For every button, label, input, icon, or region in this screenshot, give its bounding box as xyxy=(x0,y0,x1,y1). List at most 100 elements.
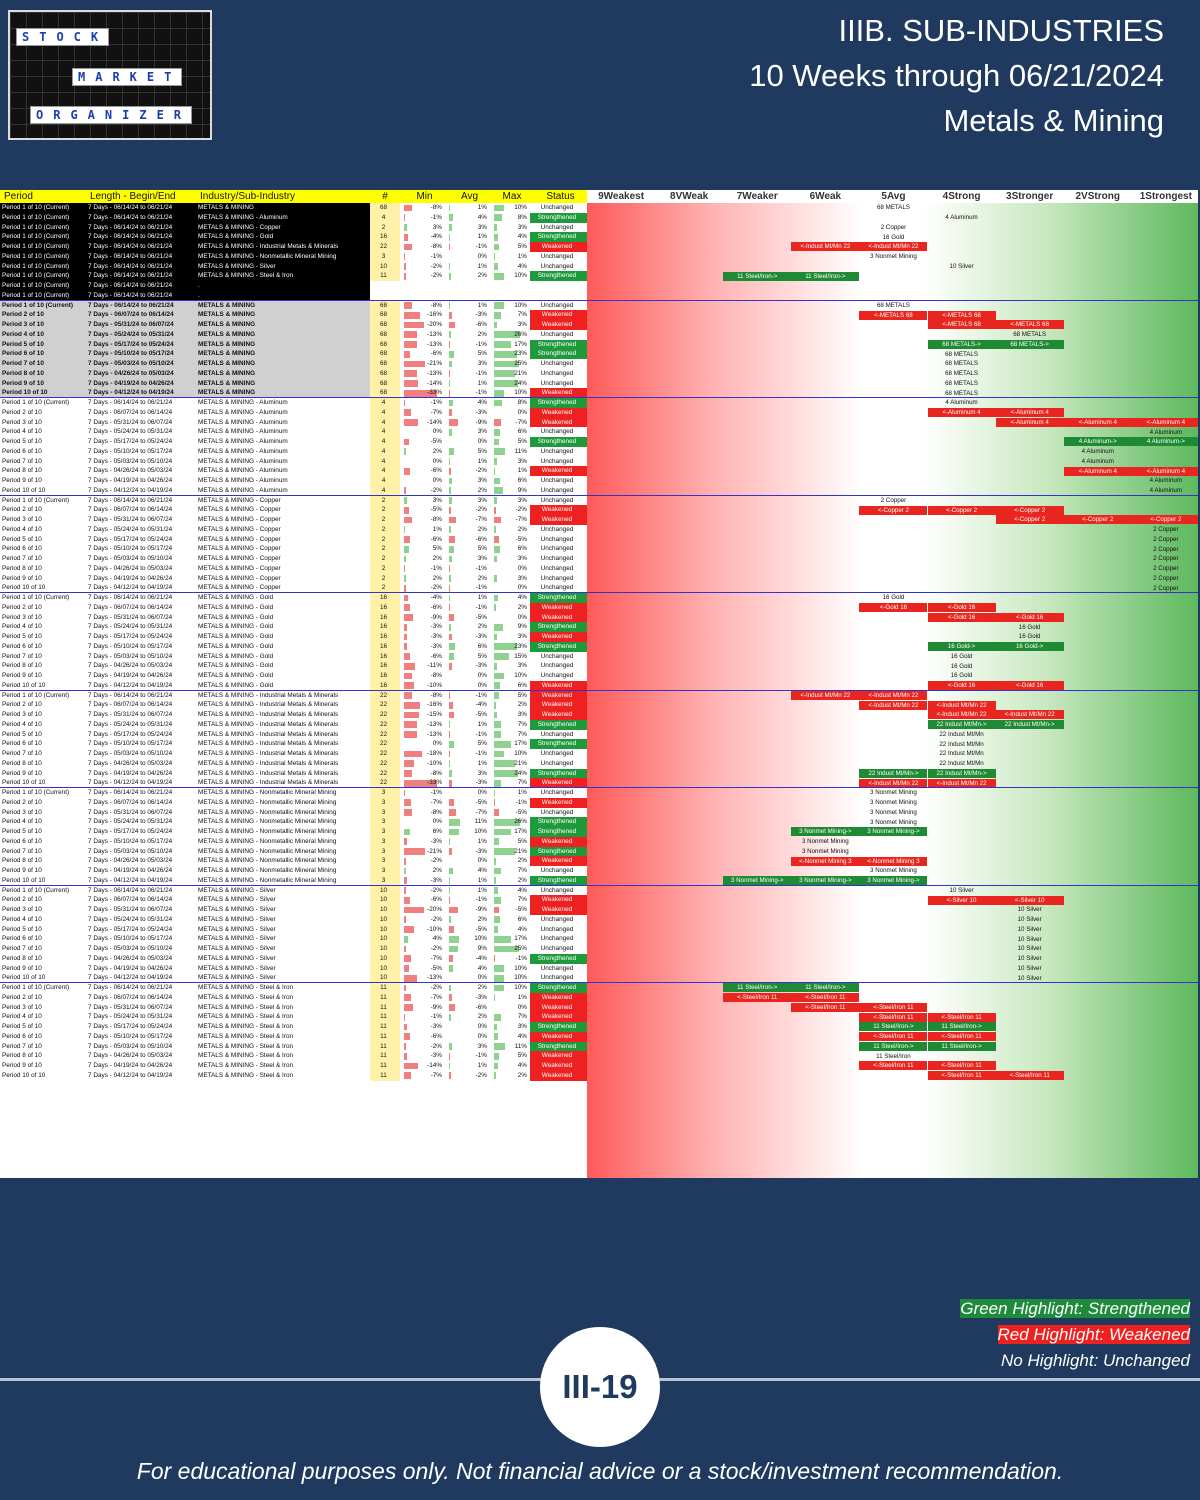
table-cell: 16 xyxy=(379,613,388,621)
rank-label: 3 Nonmet Mining xyxy=(870,818,917,826)
table-cell: 5% xyxy=(517,1052,527,1060)
row-shade xyxy=(0,349,370,359)
table-cell: -1% xyxy=(475,243,487,250)
table-cell: METALS & MINING - Aluminum xyxy=(198,399,288,406)
table-cell: 7% xyxy=(517,311,527,319)
table-cell: 1% xyxy=(477,876,487,884)
value-bar xyxy=(404,916,406,923)
table-cell: 3 xyxy=(381,867,386,874)
value-bar xyxy=(494,848,515,855)
table-cell: METALS & MINING - Steel & Iron xyxy=(198,1071,294,1079)
table-cell: 5% xyxy=(517,691,527,699)
value-bar xyxy=(494,341,511,348)
table-cell: -1% xyxy=(475,369,487,377)
table-cell: 7 Days - 05/10/24 to 05/17/24 xyxy=(88,350,174,358)
value-bar xyxy=(494,653,509,660)
table-cell: Weakened xyxy=(541,633,573,640)
table-cell: Weakened xyxy=(541,701,573,709)
count-shade xyxy=(370,846,400,857)
legend-item: Red Highlight: Weakened xyxy=(960,1322,1190,1348)
rank-label: 68 METALS xyxy=(1013,331,1047,339)
table-cell: 7 Days - 05/10/24 to 05/17/24 xyxy=(88,935,173,943)
rank-label: 68 METALS xyxy=(945,370,978,378)
rank-label: <-Indust Mt/Mn 22 xyxy=(859,700,928,710)
value-bar xyxy=(404,516,412,524)
table-cell: Period 1 of 10 (Current) xyxy=(2,291,70,299)
value-bar xyxy=(494,1013,501,1021)
table-cell: -16% xyxy=(427,311,442,319)
table-cell: METALS & MINING - Copper xyxy=(198,525,281,533)
page-number: III-19 xyxy=(540,1327,660,1447)
rank-label: 22 Indust Mt/Mn-> xyxy=(859,768,928,778)
table-cell: -7% xyxy=(515,516,527,523)
status-shade xyxy=(530,320,587,330)
table-cell: 1% xyxy=(477,301,487,309)
table-cell: 11 xyxy=(380,993,387,1001)
value-bar xyxy=(494,984,504,992)
table-cell: Strengthened xyxy=(537,594,577,601)
rank-label: 3 Nonmet Mining xyxy=(870,253,917,261)
status-shade xyxy=(530,817,587,827)
count-shade xyxy=(370,827,400,837)
count-shade xyxy=(370,485,400,496)
table-cell: 4% xyxy=(477,964,487,972)
value-bar xyxy=(449,448,454,455)
status-shade xyxy=(530,1070,587,1081)
value-bar xyxy=(404,243,412,251)
table-cell: 7 Days - 05/31/24 to 06/07/24 xyxy=(88,321,174,328)
table-cell: -1% xyxy=(475,750,487,757)
rank-label: <-Copper 2 xyxy=(927,505,996,515)
table-cell: -6% xyxy=(430,1032,442,1040)
table-cell: -13% xyxy=(427,974,442,982)
rank-label: 10 Silver xyxy=(1017,925,1042,933)
value-bar xyxy=(404,984,406,992)
table-cell: Period 8 of 10 xyxy=(2,954,42,962)
table-cell: 7 Days - 05/03/24 to 05/10/24 xyxy=(88,652,173,660)
table-cell: 4 xyxy=(381,447,386,455)
table-cell: 3% xyxy=(477,496,487,504)
value-bar xyxy=(404,896,410,904)
table-cell: -8% xyxy=(430,301,442,309)
table-cell: METALS & MINING - Nonmetallic Mineral Mi… xyxy=(198,857,337,865)
column-header: 4Strong xyxy=(942,191,981,202)
value-bar xyxy=(449,331,451,338)
value-bar xyxy=(494,974,504,982)
table-cell: 0% xyxy=(517,584,527,592)
value-bar xyxy=(404,331,417,338)
table-cell: 7 Days - 05/17/24 to 05/24/24 xyxy=(88,633,173,640)
table-cell: Period 7 of 10 xyxy=(2,360,44,367)
table-cell: 7 Days - 05/03/24 to 05/10/24 xyxy=(88,750,173,757)
rank-label: 10 Silver xyxy=(1017,906,1042,914)
table-cell: -4% xyxy=(430,233,442,241)
table-cell: 1% xyxy=(477,759,487,767)
table-cell: -6% xyxy=(430,896,442,904)
table-cell: -3% xyxy=(430,1023,442,1030)
table-cell: -13% xyxy=(427,720,442,728)
value-bar xyxy=(494,311,501,319)
rank-label: 68 METALS xyxy=(876,204,910,212)
table-cell: Unchanged xyxy=(540,662,574,670)
table-cell: 11 xyxy=(380,1003,387,1011)
table-cell: METALS & MINING - Industrial Metals & Mi… xyxy=(198,701,339,709)
status-shade xyxy=(530,1041,587,1052)
table-cell: Unchanged xyxy=(540,925,574,933)
table-cell: -1% xyxy=(475,730,487,738)
table-cell: METALS & MINING - Copper xyxy=(198,564,281,572)
value-bar xyxy=(449,516,456,524)
table-cell: METALS & MINING - Steel & Iron xyxy=(198,1042,294,1050)
count-shade xyxy=(370,495,400,506)
table-cell: -13% xyxy=(427,369,442,377)
table-cell: Period 10 of 10 xyxy=(2,486,46,494)
table-cell: 7 Days - 04/12/24 to 04/19/24 xyxy=(88,389,174,397)
status-shade xyxy=(530,719,587,730)
count-shade xyxy=(370,300,400,311)
count-shade xyxy=(370,398,400,408)
rank-label: 22 Indust Mt/Mn xyxy=(939,760,984,768)
table-cell: 0% xyxy=(432,740,442,748)
value-bar xyxy=(449,545,454,553)
value-bar xyxy=(404,955,411,962)
table-cell: 7 Days - 05/10/24 to 05/17/24 xyxy=(88,837,173,845)
table-cell: Period 10 of 10 xyxy=(2,1071,46,1079)
value-bar xyxy=(494,711,497,719)
block-separator xyxy=(0,982,1198,983)
